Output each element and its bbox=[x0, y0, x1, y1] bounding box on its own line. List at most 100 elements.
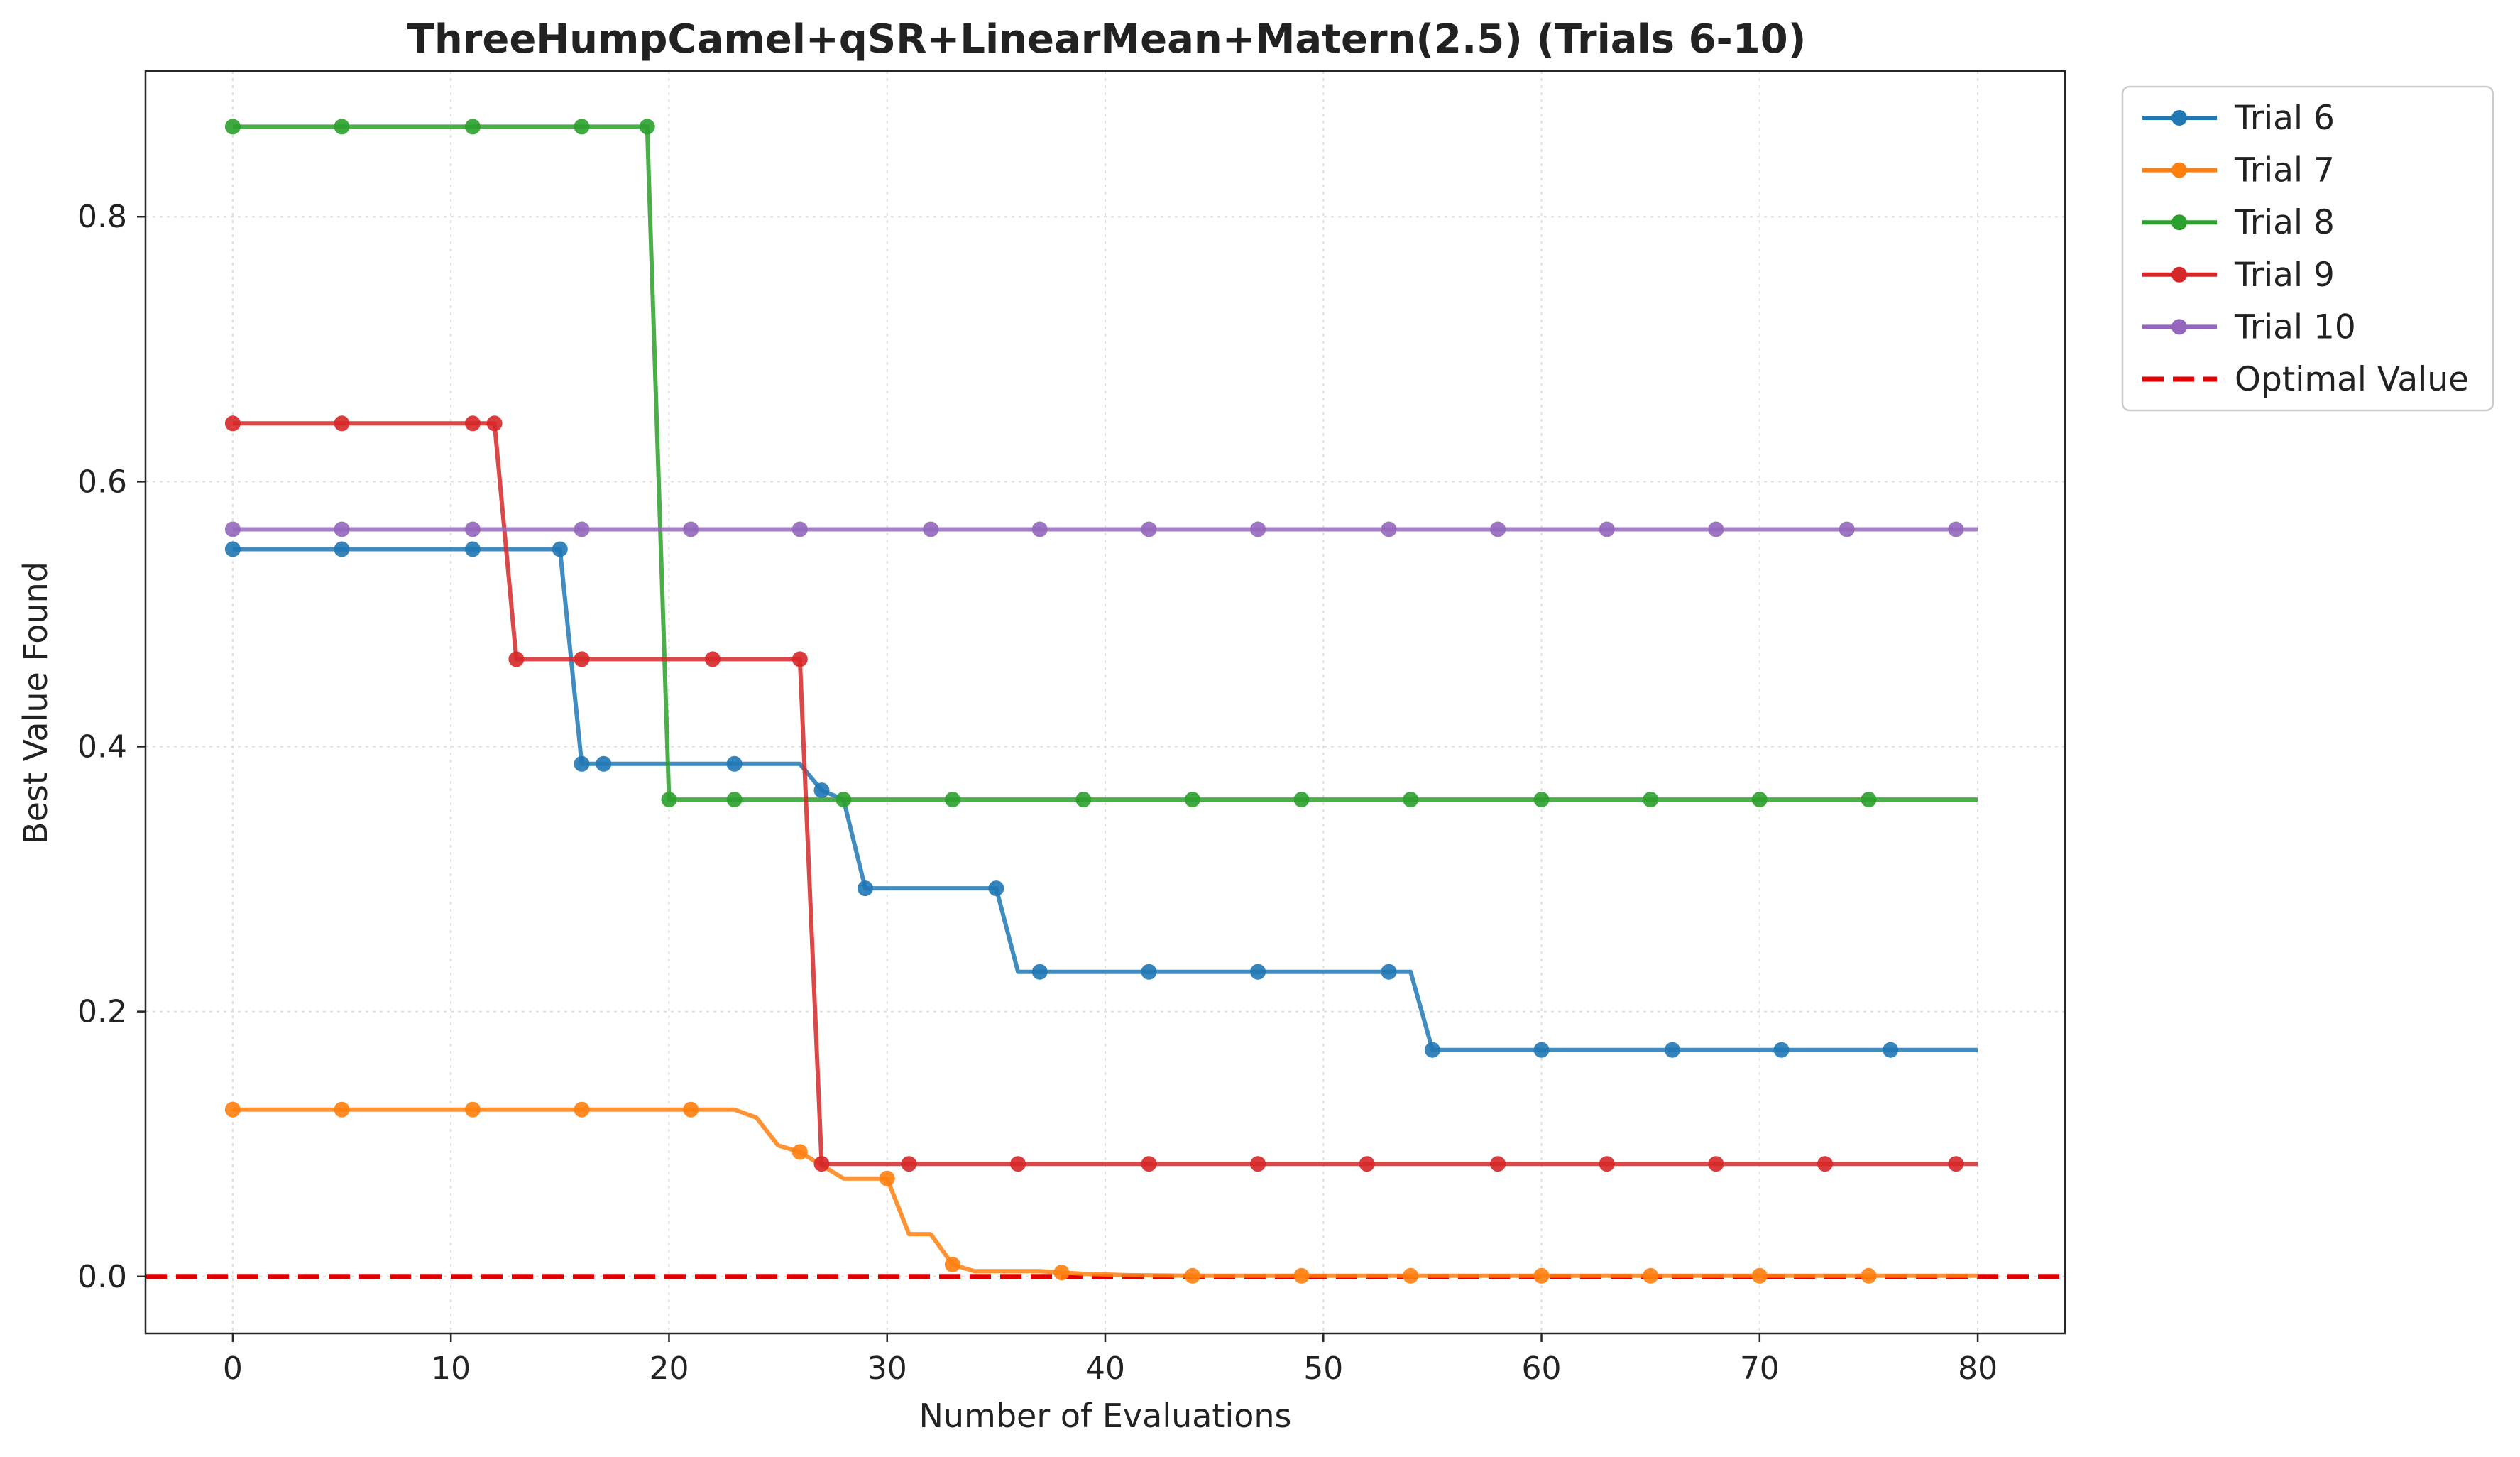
legend-swatch-marker bbox=[2171, 266, 2187, 283]
series-layer bbox=[224, 119, 1978, 1284]
series-point bbox=[224, 1101, 241, 1118]
series-point bbox=[1751, 792, 1768, 808]
legend-items: Trial 6 Trial 7 Trial 8 Trial 9 Trial 10 Opti… bbox=[2142, 99, 2469, 399]
series-point bbox=[639, 119, 655, 135]
series-point bbox=[1708, 1156, 1724, 1172]
series-point bbox=[1839, 521, 1855, 537]
series-point bbox=[1490, 1156, 1506, 1172]
series-point bbox=[1599, 521, 1615, 537]
series-trial-8 bbox=[224, 119, 1978, 808]
series-point bbox=[791, 521, 808, 537]
series-point bbox=[574, 755, 590, 772]
series-point bbox=[334, 521, 350, 537]
series-point bbox=[1948, 521, 1964, 537]
series-point bbox=[596, 755, 612, 772]
series-point bbox=[464, 119, 481, 135]
series-point bbox=[661, 792, 677, 808]
series-point bbox=[1250, 964, 1266, 980]
series-point bbox=[1031, 521, 1048, 537]
series-point bbox=[791, 651, 808, 667]
legend: Trial 6 Trial 7 Trial 8 Trial 9 Trial 10 Opti… bbox=[2121, 85, 2494, 412]
x-tick-label: 0 bbox=[223, 1350, 243, 1387]
series-point bbox=[683, 521, 699, 537]
series-point bbox=[1250, 1156, 1266, 1172]
series-point bbox=[1490, 521, 1506, 537]
legend-label: Optimal Value bbox=[2235, 360, 2469, 399]
series-point bbox=[1817, 1156, 1833, 1172]
series-point bbox=[508, 651, 525, 667]
series-point bbox=[1010, 1156, 1026, 1172]
series-point bbox=[224, 541, 241, 557]
series-point bbox=[1643, 1267, 1659, 1284]
x-tick-label: 50 bbox=[1303, 1350, 1343, 1387]
series-point bbox=[464, 1101, 481, 1118]
legend-entry: Optimal Value bbox=[2142, 360, 2469, 399]
series-line bbox=[232, 547, 1978, 1052]
series-point bbox=[1708, 521, 1724, 537]
legend-entry: Trial 9 bbox=[2142, 256, 2335, 295]
legend-box bbox=[2121, 85, 2494, 412]
y-tick-label: 0.6 bbox=[77, 464, 127, 500]
legend-entry: Trial 8 bbox=[2142, 203, 2335, 242]
series-point bbox=[224, 119, 241, 135]
series-point bbox=[1184, 792, 1200, 808]
series-point bbox=[486, 415, 503, 432]
y-axis-ticks: 0.0 0.2 0.4 0.6 0.8 bbox=[77, 199, 146, 1295]
series-point bbox=[1403, 1267, 1419, 1284]
series-point bbox=[574, 651, 590, 667]
series-point bbox=[1883, 1042, 1899, 1058]
series-point bbox=[1031, 964, 1048, 980]
legend-entry: Trial 10 bbox=[2142, 307, 2356, 346]
series-point bbox=[901, 1156, 917, 1172]
y-tick-label: 0.8 bbox=[77, 199, 127, 235]
series-point bbox=[1381, 964, 1397, 980]
series-point bbox=[1141, 521, 1157, 537]
x-tick-label: 10 bbox=[431, 1350, 471, 1387]
series-point bbox=[1643, 792, 1659, 808]
series-point bbox=[224, 521, 241, 537]
y-tick-label: 0.0 bbox=[77, 1259, 127, 1295]
series-point bbox=[726, 755, 743, 772]
series-point bbox=[464, 521, 481, 537]
legend-entry: Trial 6 bbox=[2142, 99, 2335, 138]
x-axis-label: Number of Evaluations bbox=[919, 1397, 1291, 1435]
series-point bbox=[1141, 1156, 1157, 1172]
x-tick-label: 70 bbox=[1740, 1350, 1780, 1387]
series-point bbox=[1250, 521, 1266, 537]
series-trial-9 bbox=[224, 415, 1978, 1172]
series-point bbox=[879, 1170, 895, 1186]
series-trial-6 bbox=[224, 541, 1978, 1058]
legend-label: Trial 9 bbox=[2234, 256, 2335, 295]
series-point bbox=[1861, 1267, 1877, 1284]
series-point bbox=[1053, 1265, 1070, 1281]
y-axis-label: Best Value Found bbox=[16, 562, 55, 844]
series-point bbox=[813, 782, 830, 799]
legend-label: Trial 6 bbox=[2234, 99, 2335, 138]
series-point bbox=[1359, 1156, 1375, 1172]
series-point bbox=[683, 1101, 699, 1118]
legend-swatch-marker bbox=[2171, 214, 2187, 231]
series-point bbox=[988, 880, 1004, 897]
series-line bbox=[232, 124, 1978, 802]
series-point bbox=[1948, 1156, 1964, 1172]
series-point bbox=[1861, 792, 1877, 808]
series-point bbox=[224, 415, 241, 432]
series-point bbox=[334, 119, 350, 135]
series-point bbox=[726, 792, 743, 808]
series-point bbox=[334, 541, 350, 557]
series-point bbox=[1293, 792, 1310, 808]
series-point bbox=[1381, 521, 1397, 537]
legend-swatch-marker bbox=[2171, 319, 2187, 335]
series-trial-10 bbox=[224, 521, 1978, 537]
series-point bbox=[1751, 1267, 1768, 1284]
legend-entry: Trial 7 bbox=[2142, 151, 2335, 190]
y-tick-label: 0.2 bbox=[77, 994, 127, 1030]
legend-label: Trial 7 bbox=[2234, 151, 2335, 190]
series-point bbox=[1184, 1267, 1200, 1284]
series-point bbox=[1141, 964, 1157, 980]
series-point bbox=[944, 792, 960, 808]
series-point bbox=[1424, 1042, 1440, 1058]
chart-title: ThreeHumpCamel+qSR+LinearMean+Matern(2.5… bbox=[407, 16, 1807, 62]
